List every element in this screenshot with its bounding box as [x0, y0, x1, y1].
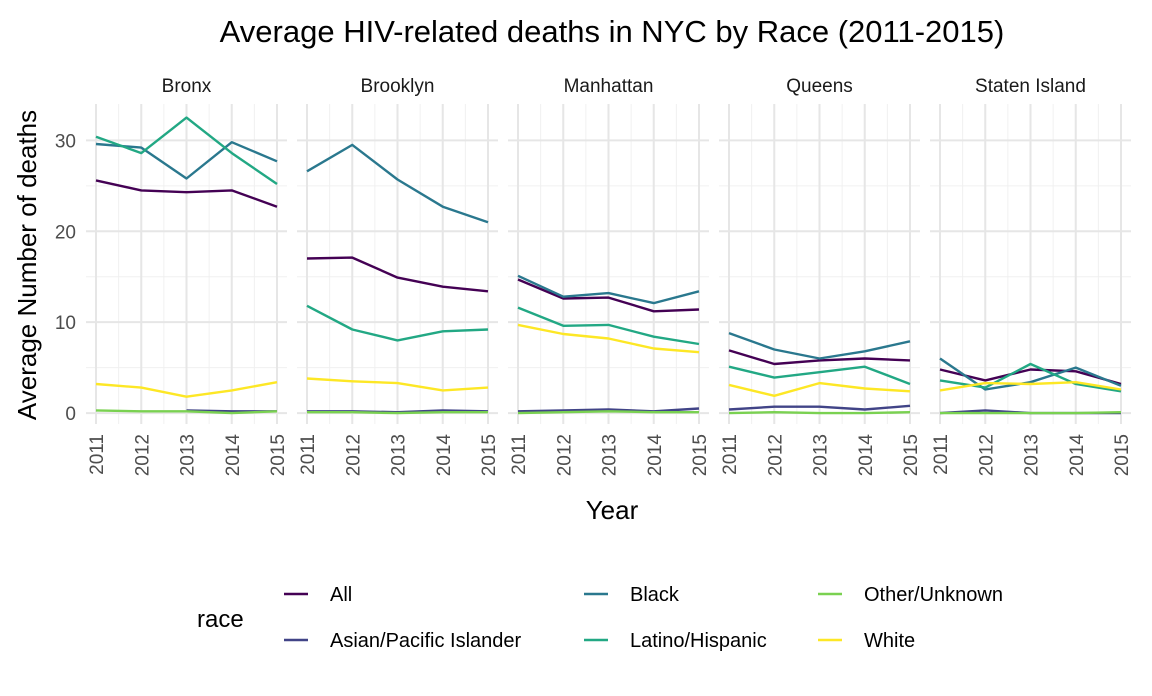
x-tick-label: 2014 [1067, 434, 1088, 477]
series-line-latino-hispanic [517, 306, 700, 346]
facet-panel-bronx: Bronx 2011 2012 2013 2014 2015 [86, 76, 289, 476]
x-tick-label: 2013 [389, 434, 410, 476]
series-line-other-unknown [728, 411, 911, 415]
legend-label: Latino/Hispanic [630, 630, 767, 652]
x-tick-label: 2015 [901, 434, 922, 476]
y-axis-label: Average Number of deaths [12, 110, 42, 420]
series-line-all [517, 278, 700, 313]
x-tick-label: 2013 [178, 434, 199, 476]
legend-item-white: White [818, 630, 915, 652]
legend-item-latino-hispanic: Latino/Hispanic [584, 630, 767, 652]
series-line-all [95, 179, 278, 208]
x-tick-label: 2012 [976, 434, 997, 476]
series-line-other-unknown [517, 410, 699, 415]
x-tick-label: 2012 [343, 434, 364, 476]
x-tick-label: 2014 [223, 434, 244, 477]
series-line-white [939, 381, 1122, 392]
facet-panels: Bronx 2011 2012 2013 2014 2015 Brooklyn 2011 201… [86, 76, 1133, 476]
x-tick-label: 2011 [298, 434, 319, 475]
facet-panel-queens: Queens 2011 2012 2013 2014 2015 [719, 76, 922, 476]
y-tick-label: 0 [65, 404, 76, 425]
facet-label: Staten Island [975, 76, 1086, 97]
x-tick-label: 2013 [1022, 434, 1043, 476]
major-gridlines [297, 104, 498, 424]
series-line-all [728, 349, 911, 366]
legend-item-all: All [284, 584, 352, 606]
x-tick-label: 2012 [765, 434, 786, 476]
x-tick-label: 2012 [554, 434, 575, 476]
legend-title: race [197, 606, 244, 633]
minor-gridlines [719, 104, 920, 424]
major-gridlines [930, 104, 1131, 424]
legend-label: White [864, 630, 915, 652]
series-line-latino-hispanic [728, 365, 911, 386]
x-tick-label: 2012 [132, 434, 153, 476]
legend-item-other-unknown: Other/Unknown [818, 584, 1003, 606]
series-line-all [306, 256, 489, 293]
series-line-black [517, 274, 700, 305]
series-line-black [728, 331, 911, 360]
x-axis-label: Year [586, 495, 639, 525]
y-tick-label: 20 [55, 222, 76, 243]
series-line-white [728, 381, 911, 397]
legend-label: Black [630, 584, 680, 606]
series-line-other-unknown [95, 409, 278, 415]
major-gridlines [508, 104, 709, 424]
series-line-black [306, 143, 489, 224]
x-tick-label: 2015 [690, 434, 711, 476]
legend-item-asian-pacific-islander: Asian/Pacific Islander [284, 630, 522, 652]
series-line-other-unknown [307, 411, 488, 415]
x-tick-label: 2014 [645, 434, 666, 477]
x-tick-label: 2014 [856, 434, 877, 477]
facet-label: Queens [786, 76, 853, 97]
x-tick-label: 2015 [479, 434, 500, 476]
series-line-all [939, 368, 1122, 386]
series-line-latino-hispanic [95, 116, 278, 185]
series-line-asian-pacific-islander [517, 407, 700, 413]
x-tick-label: 2011 [720, 434, 741, 475]
x-tick-label: 2013 [811, 434, 832, 476]
facet-label: Bronx [162, 76, 212, 97]
legend-label: All [330, 584, 352, 606]
facet-label: Manhattan [564, 76, 654, 97]
chart-title: Average HIV-related deaths in NYC by Rac… [220, 14, 1005, 49]
facet-label: Brooklyn [361, 76, 435, 97]
x-tick-label: 2013 [600, 434, 621, 476]
y-tick-label: 10 [55, 313, 76, 334]
y-axis-ticks: 0 10 20 30 [55, 131, 76, 425]
series-line-black [939, 357, 1122, 391]
x-tick-label: 2015 [1112, 434, 1133, 476]
series-line-white [95, 381, 278, 398]
series-line-asian-pacific-islander [728, 404, 911, 411]
x-tick-label: 2011 [87, 434, 108, 475]
legend-label: Asian/Pacific Islander [330, 630, 522, 652]
facet-panel-staten-island: Staten Island 2011 2012 2013 2014 2015 [930, 76, 1133, 476]
legend-label: Other/Unknown [864, 584, 1003, 606]
facet-panel-manhattan: Manhattan 2011 2012 2013 2014 2015 [508, 76, 711, 476]
y-tick-label: 30 [55, 131, 76, 152]
x-tick-label: 2011 [931, 434, 952, 475]
legend: race All Asian/Pacific Islander Black Latin… [197, 584, 1003, 652]
series-line-white [306, 377, 489, 392]
x-tick-label: 2014 [434, 434, 455, 477]
series-line-latino-hispanic [306, 304, 489, 342]
series-line-other-unknown [940, 411, 1122, 415]
series-line-white [517, 323, 700, 354]
legend-item-black: Black [584, 584, 680, 606]
facet-panel-brooklyn: Brooklyn 2011 2012 2013 2014 2015 [297, 76, 500, 476]
x-tick-label: 2015 [268, 434, 289, 476]
x-tick-label: 2011 [509, 434, 530, 475]
